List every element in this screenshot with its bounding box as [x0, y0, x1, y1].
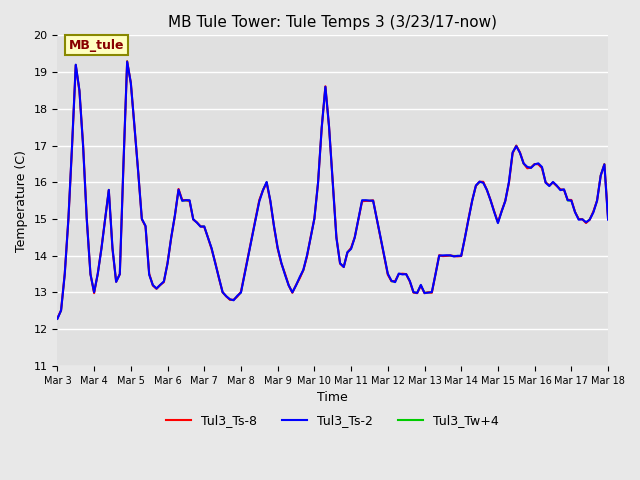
Tul3_Ts-8	[391, 278, 399, 284]
Tul3_Tw+4	[604, 216, 612, 222]
Tul3_Ts-2	[252, 216, 259, 222]
Tul3_Tw+4	[252, 216, 259, 222]
Tul3_Ts-8	[604, 216, 612, 221]
Tul3_Ts-8	[406, 278, 413, 284]
Y-axis label: Temperature (C): Temperature (C)	[15, 150, 28, 252]
Tul3_Ts-2	[124, 59, 131, 65]
Tul3_Ts-2	[604, 217, 612, 223]
Tul3_Tw+4	[443, 253, 451, 259]
Line: Tul3_Ts-8: Tul3_Ts-8	[58, 61, 608, 318]
Tul3_Tw+4	[54, 315, 61, 321]
Tul3_Ts-2	[391, 279, 399, 285]
Line: Tul3_Tw+4: Tul3_Tw+4	[58, 61, 608, 318]
Tul3_Tw+4	[325, 124, 333, 130]
Tul3_Ts-2	[406, 278, 413, 284]
Tul3_Tw+4	[124, 58, 131, 64]
Tul3_Ts-8	[54, 315, 61, 321]
Text: MB_tule: MB_tule	[68, 38, 124, 51]
Tul3_Ts-8	[252, 216, 259, 222]
X-axis label: Time: Time	[317, 391, 348, 404]
Tul3_Tw+4	[597, 172, 605, 178]
Tul3_Ts-8	[443, 253, 451, 259]
Tul3_Ts-2	[54, 316, 61, 322]
Tul3_Tw+4	[391, 278, 399, 284]
Tul3_Tw+4	[406, 278, 413, 284]
Tul3_Ts-8	[597, 173, 605, 179]
Tul3_Ts-2	[597, 173, 605, 179]
Title: MB Tule Tower: Tule Temps 3 (3/23/17-now): MB Tule Tower: Tule Temps 3 (3/23/17-now…	[168, 15, 497, 30]
Line: Tul3_Ts-2: Tul3_Ts-2	[58, 62, 608, 319]
Legend: Tul3_Ts-8, Tul3_Ts-2, Tul3_Tw+4: Tul3_Ts-8, Tul3_Ts-2, Tul3_Tw+4	[161, 409, 504, 432]
Tul3_Ts-8	[124, 59, 131, 64]
Tul3_Ts-8	[325, 124, 333, 130]
Tul3_Ts-2	[325, 124, 333, 130]
Tul3_Ts-2	[443, 252, 451, 258]
